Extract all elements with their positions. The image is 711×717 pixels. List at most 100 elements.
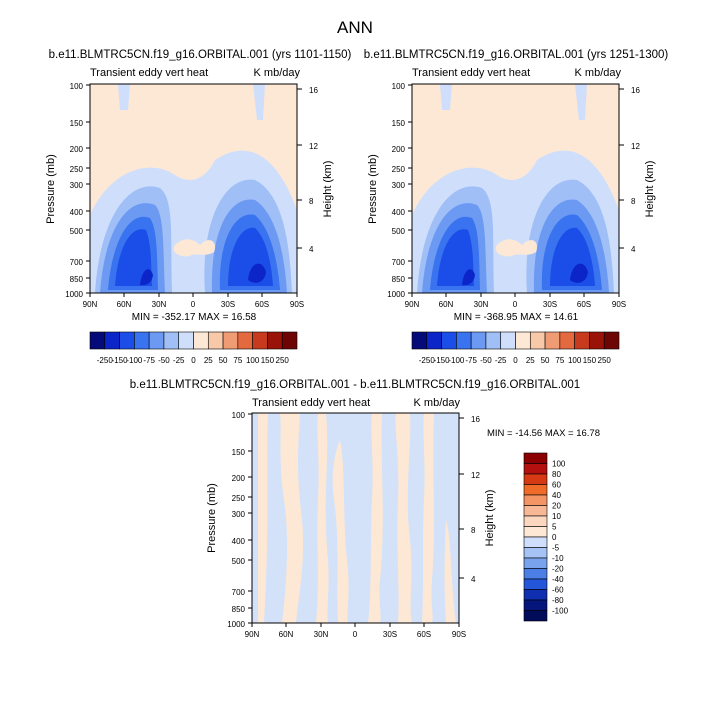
panel-3-colorbar-swatch-11 <box>523 568 548 580</box>
panel-1-ytick-850: 850 <box>70 275 84 284</box>
panel-2-ylabel-right: Height (km) <box>644 161 656 218</box>
panel-2-ytick-200: 200 <box>392 145 406 154</box>
panel-1-colorbar-swatch-13 <box>281 331 298 350</box>
panel-1-colorbar-label-11: 150 <box>261 356 275 365</box>
panel-2-colorbar-swatch-7 <box>515 331 531 350</box>
panel-3-stripe-8 <box>444 520 456 623</box>
panel-3-ytick-250: 250 <box>232 494 246 503</box>
panel-2-xtick-30S: 30S <box>543 300 557 309</box>
panel-1-title: b.e11.BLMTRC5CN.f19_g16.ORBITAL.001 (yrs… <box>49 49 352 61</box>
panel-3-colorbar-label-9: -10 <box>552 554 564 563</box>
panel-1-xtick-90N: 90N <box>83 300 98 309</box>
panel-3-colorbar-swatch-0 <box>523 452 548 464</box>
panel-3-xtick-60S: 60S <box>417 630 431 639</box>
panel-3-stripe-1 <box>258 413 268 623</box>
panel-1-shade-level-2a <box>115 229 152 286</box>
panel-3-stripe-4 <box>332 440 349 623</box>
panel-1-yright-4: 4 <box>309 245 314 254</box>
panel-2-colorbar-label-5: -25 <box>495 356 507 365</box>
panel-3-colorbar-label-4: 20 <box>552 502 561 511</box>
panel-2-plot <box>411 83 620 294</box>
panel-1-ylabel: Pressure (mb) <box>45 154 57 224</box>
panel-3-y-axis: 100 150 200 250 300 400 500 700 850 1000… <box>206 411 252 629</box>
panel-2-colorbar-label-6: 0 <box>513 356 518 365</box>
panel-3-colorbar-swatch-15 <box>523 610 548 622</box>
panel-1-ytick-250: 250 <box>70 165 84 174</box>
panel-2-shade-level-1b <box>570 263 588 283</box>
panel-3: b.e11.BLMTRC5CN.f19_g16.ORBITAL.001 - b.… <box>130 379 600 639</box>
panel-3-colorbar-swatch-4 <box>523 494 548 506</box>
panel-2-colorbar-label-10: 100 <box>568 356 582 365</box>
panel-1-colorbar-swatch-11 <box>252 331 268 350</box>
panel-2-yright-12: 12 <box>631 142 640 151</box>
panel-2-y-right-axis: 16 12 8 4 Height (km) <box>619 86 656 254</box>
panel-2-xtick-60N: 60N <box>439 300 454 309</box>
panel-1-xtick-60S: 60S <box>255 300 269 309</box>
panel-2-colorbar-swatch-4 <box>470 331 487 350</box>
panel-1-colorbar-swatch-12 <box>267 331 283 350</box>
panel-2-y-axis: 100 150 200 250 300 400 500 700 850 1000… <box>367 82 412 299</box>
panel-3-colorbar-swatch-3 <box>523 484 548 496</box>
panel-2: b.e11.BLMTRC5CN.f19_g16.ORBITAL.001 (yrs… <box>364 49 669 365</box>
panel-2-xtick-90S: 90S <box>612 300 626 309</box>
panel-1-ylabel-right: Height (km) <box>322 161 334 218</box>
panel-2-shade-level-6c <box>575 84 587 120</box>
panel-2-yright-4: 4 <box>631 245 636 254</box>
panel-3-colorbar-swatch-5 <box>523 505 548 517</box>
panel-2-colorbar-swatch-1 <box>426 331 442 350</box>
panel-1-yright-8: 8 <box>309 197 314 206</box>
panel-2-colorbar-swatch-12 <box>589 331 605 350</box>
panel-1-ytick-400: 400 <box>70 208 84 217</box>
panel-1-colorbar-label-0: -250 <box>97 356 114 365</box>
panel-2-subtitle-left: Transient eddy vert heat <box>412 67 530 79</box>
panel-2-ytick-300: 300 <box>392 181 406 190</box>
panel-1-colorbar-label-10: 100 <box>246 356 260 365</box>
panel-1-y-right-axis: 16 12 8 4 Height (km) <box>297 86 334 254</box>
panel-1-colorbar-label-7: 25 <box>204 356 213 365</box>
panel-1-colorbar-swatch-8 <box>207 331 224 350</box>
panel-3-stats: MIN = -14.56 MAX = 16.78 <box>487 428 600 439</box>
panel-2-colorbar-swatch-2 <box>441 331 457 350</box>
panel-2-ytick-100: 100 <box>392 82 406 91</box>
panel-1-colorbar-swatch-6 <box>178 331 194 350</box>
panel-1-ytick-150: 150 <box>70 119 84 128</box>
panel-2-colorbar-label-4: -50 <box>480 356 492 365</box>
panel-3-title: b.e11.BLMTRC5CN.f19_g16.ORBITAL.001 - b.… <box>130 379 580 391</box>
panel-2-colorbar-swatch-5 <box>485 331 502 350</box>
panel-2-ytick-1000: 1000 <box>387 290 405 299</box>
panel-3-colorbar-label-14: -100 <box>552 607 569 616</box>
panel-1-x-axis: 90N 60N 30N 0 30S 60S 90S <box>83 293 304 309</box>
panel-3-colorbar-label-11: -40 <box>552 575 564 584</box>
panel-2-ytick-850: 850 <box>392 275 406 284</box>
panel-3-yright-16: 16 <box>471 415 480 424</box>
panel-1-subtitle-right: K mb/day <box>254 67 301 79</box>
panel-3-ytick-150: 150 <box>232 448 246 457</box>
panel-2-colorbar-label-8: 50 <box>541 356 550 365</box>
panel-3-x-axis: 90N 60N 30N 0 30S 60S 90S <box>245 623 466 639</box>
panel-2-colorbar-swatch-6 <box>500 331 516 350</box>
panel-3-colorbar-swatch-8 <box>523 536 548 548</box>
panel-2-stats: MIN = -368.95 MAX = 14.61 <box>454 312 579 323</box>
panel-2-ytick-150: 150 <box>392 119 406 128</box>
panel-3-colorbar-label-0: 100 <box>552 460 566 469</box>
panel-1-ytick-200: 200 <box>70 145 84 154</box>
panel-3-xtick-0: 0 <box>353 630 358 639</box>
panel-3-ytick-850: 850 <box>232 605 246 614</box>
panel-1-ytick-1000: 1000 <box>65 290 83 299</box>
panel-3-colorbar-swatch-12 <box>523 578 548 590</box>
panel-1-colorbar-label-2: -100 <box>126 356 143 365</box>
panel-1-xtick-60N: 60N <box>117 300 132 309</box>
panel-3-colorbar-label-12: -60 <box>552 586 564 595</box>
panel-3-ytick-400: 400 <box>232 537 246 546</box>
panel-3-colorbar-swatch-6 <box>523 515 548 527</box>
panel-3-colorbar-swatch-14 <box>523 599 548 611</box>
panel-1-colorbar-swatch-7 <box>193 331 209 350</box>
panel-3-ytick-300: 300 <box>232 510 246 519</box>
panel-1: b.e11.BLMTRC5CN.f19_g16.ORBITAL.001 (yrs… <box>45 49 352 365</box>
panel-2-ytick-400: 400 <box>392 208 406 217</box>
panel-1-y-axis: 100 150 200 250 300 400 500 700 850 1000… <box>45 82 90 299</box>
panel-1-yright-12: 12 <box>309 142 318 151</box>
panel-3-colorbar-label-7: 0 <box>552 533 557 542</box>
